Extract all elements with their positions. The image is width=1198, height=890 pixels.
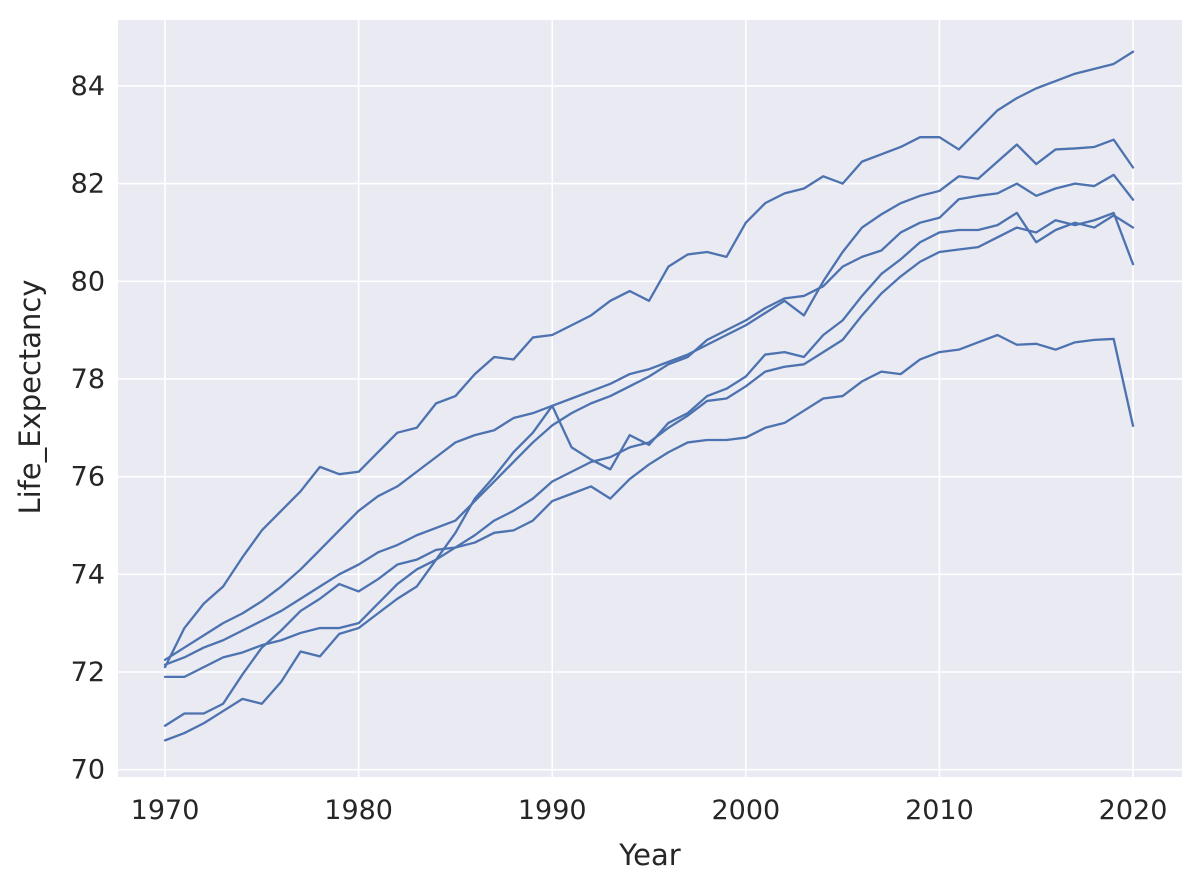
series-line-2 — [163, 138, 1135, 661]
series-line-4 — [163, 211, 1135, 742]
y-tick-label: 80 — [71, 266, 105, 297]
y-tick-label: 84 — [71, 71, 105, 102]
y-tick-label: 82 — [71, 169, 105, 200]
series-line-1 — [163, 50, 1135, 669]
y-axis-title-text: Life_Expectancy — [13, 279, 47, 515]
y-tick-label: 74 — [71, 559, 105, 590]
y-tick-label: 70 — [71, 755, 105, 786]
series-line-3 — [163, 173, 1135, 666]
plot-background — [118, 20, 1182, 777]
series-line-6 — [163, 333, 1135, 727]
series-line-5 — [163, 211, 1135, 679]
y-tick-label: 76 — [71, 462, 105, 493]
x-tick-label: 1980 — [324, 795, 393, 826]
x-axis-title: Year — [619, 838, 681, 872]
x-tick-label: 1970 — [131, 795, 200, 826]
x-tick-label: 2010 — [905, 795, 974, 826]
y-tick-label: 78 — [71, 364, 105, 395]
x-tick-label: 2020 — [1099, 795, 1168, 826]
x-tick-label: 1990 — [518, 795, 587, 826]
x-tick-label: 2000 — [711, 795, 780, 826]
y-tick-label: 72 — [71, 657, 105, 688]
